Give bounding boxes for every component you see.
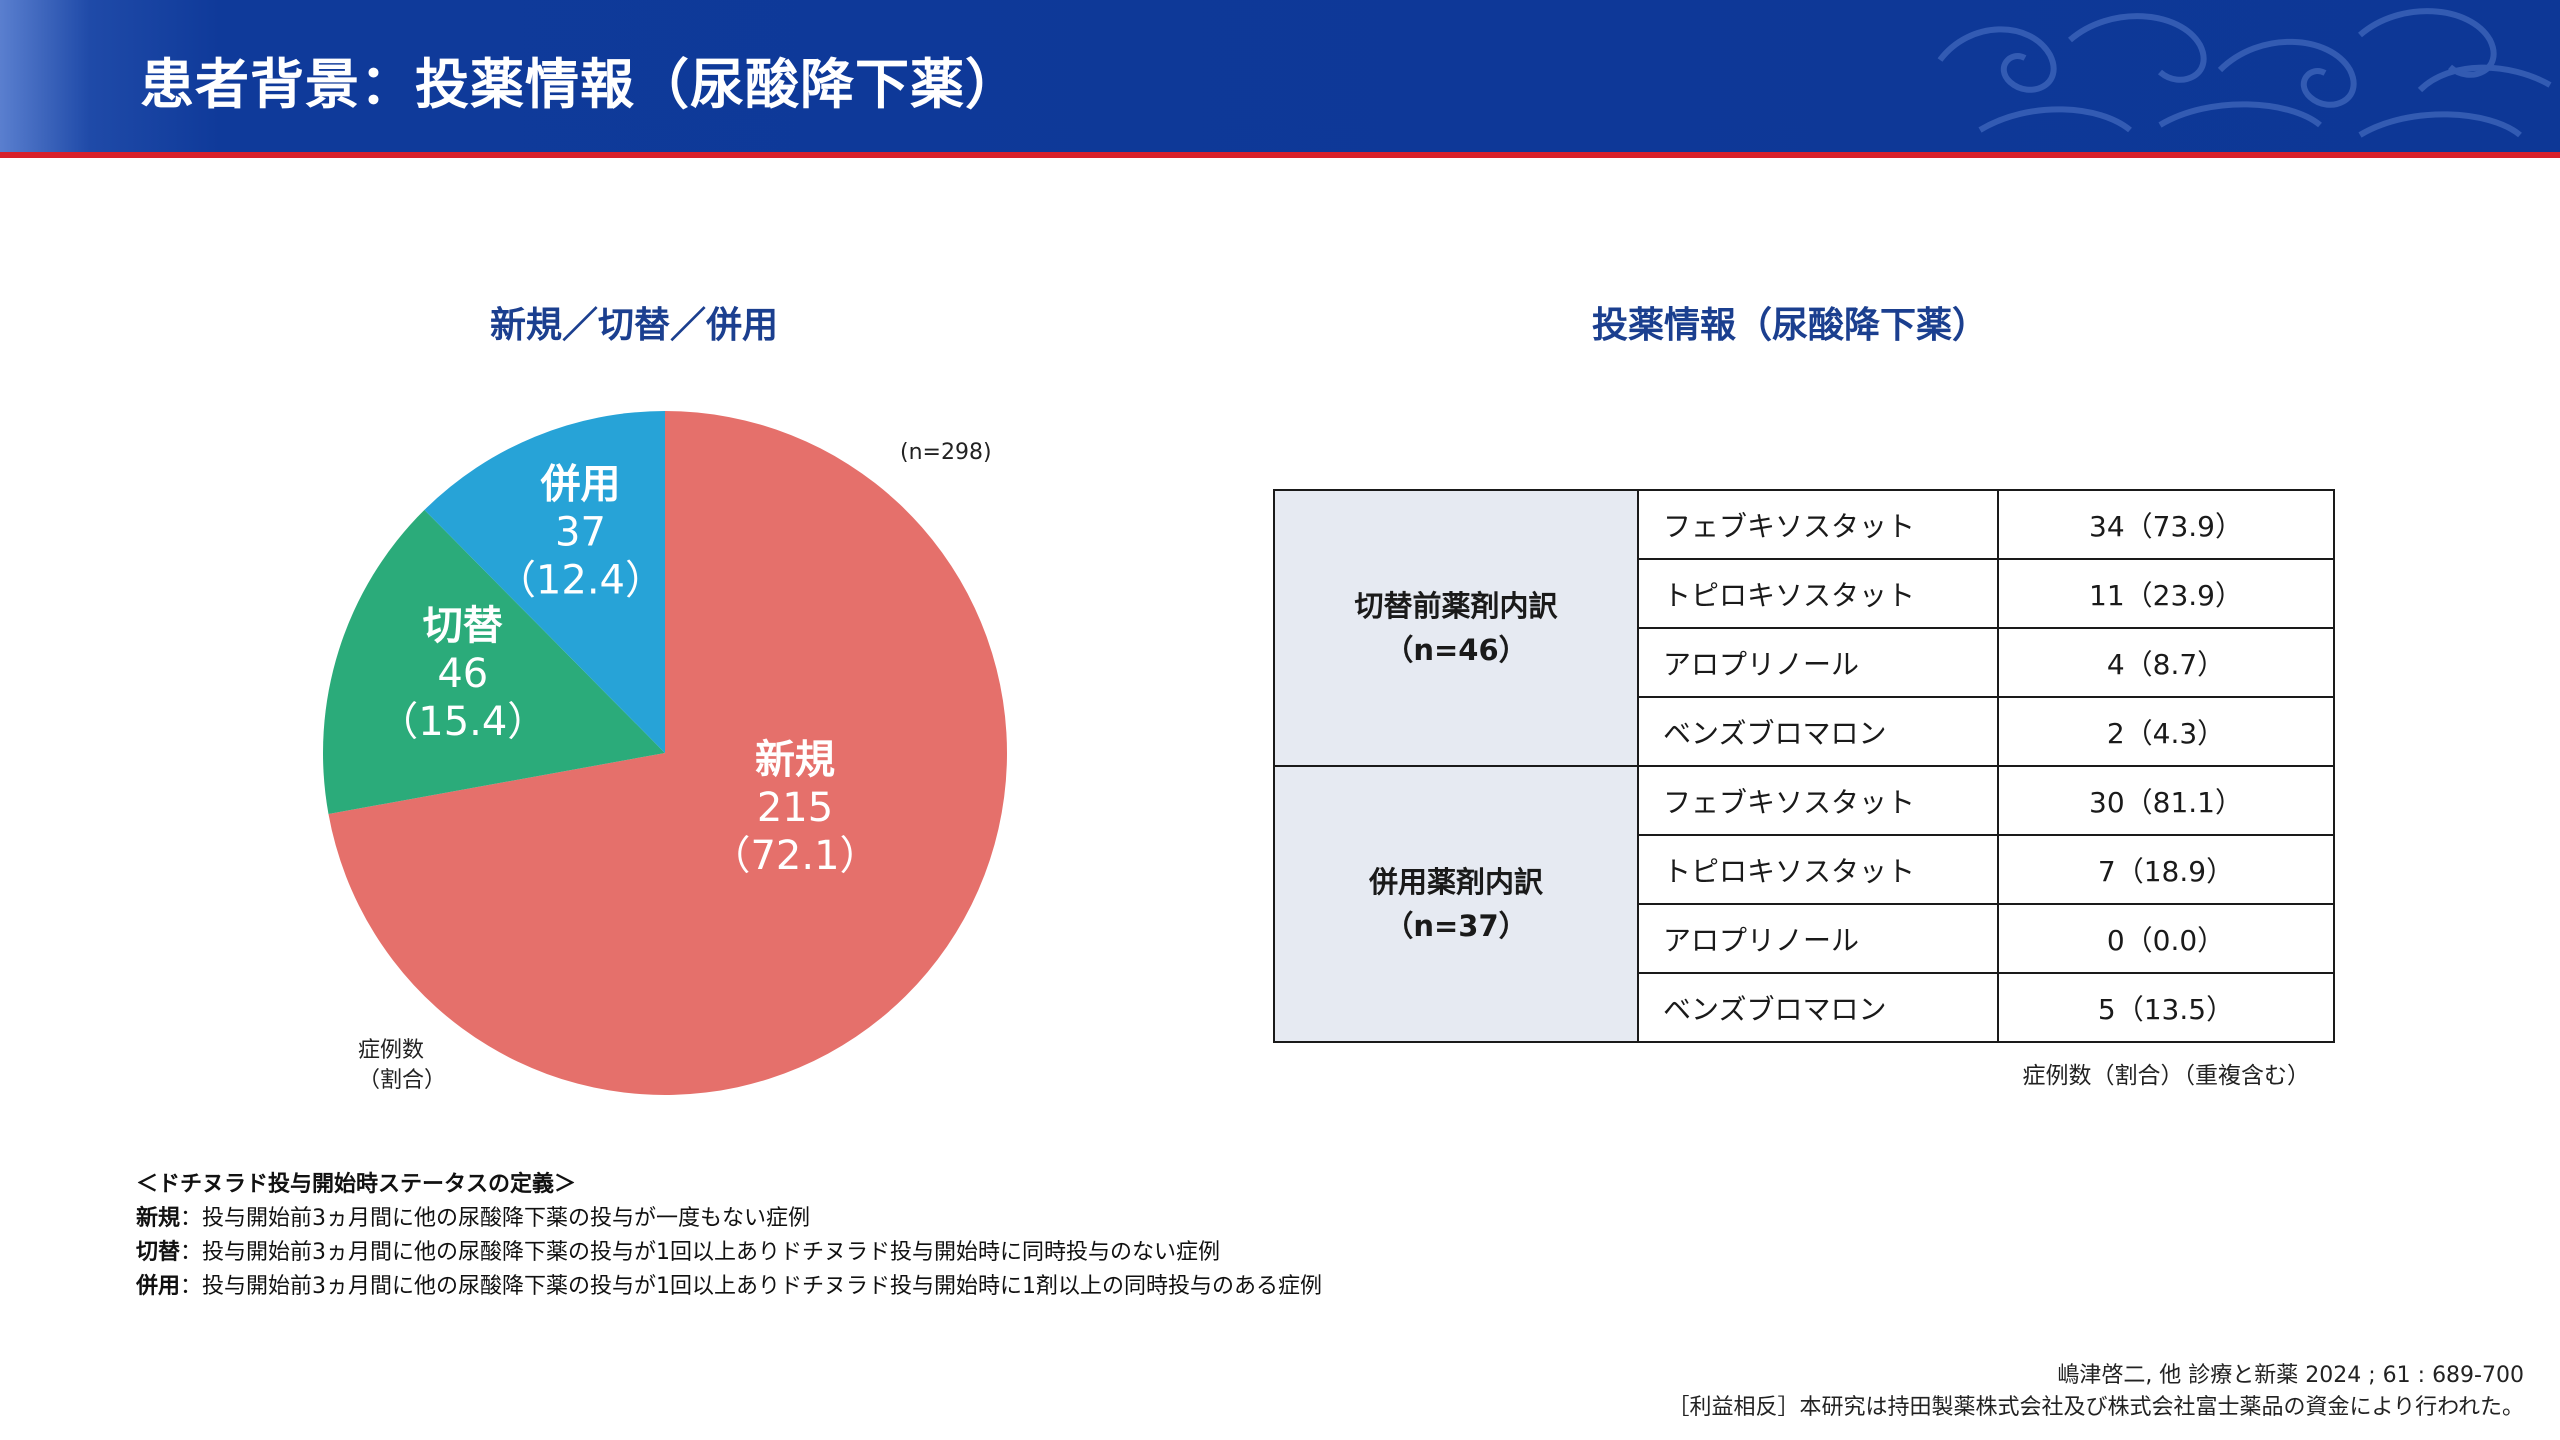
pie-slice-new (328, 411, 1008, 1095)
table-row: ベンズブロマロン 5（13.5） (1274, 972, 2335, 1043)
drug-name: アロプリノール (1637, 903, 1999, 974)
definition-item: 切替：投与開始前3ヵ月間に他の尿酸降下薬の投与が1回以上ありドチヌラド投与開始時… (136, 1236, 1322, 1270)
slice-label-percent: （15.4） (378, 699, 547, 745)
drug-name: ベンズブロマロン (1637, 696, 1999, 767)
slice-label-count: 46 (437, 651, 488, 697)
table-row: ベンズブロマロン 2（4.3） (1274, 696, 2335, 767)
table-row: 切替前薬剤内訳 （n=46） フェブキソスタット 34（73.9） (1273, 489, 2335, 767)
table-row: アロプリノール 4（8.7） (1274, 627, 2335, 698)
group-n: （n=37） (1384, 909, 1528, 943)
pie-caption-line-2: （割合） (358, 1068, 447, 1093)
table-row: トピロキソスタット 7（18.9） (1274, 834, 2335, 905)
pie-caption-line-1: 症例数 (358, 1038, 425, 1063)
pie-slice-combo (424, 411, 665, 753)
definitions: ＜ドチヌラド投与開始時ステータスの定義＞ 新規：投与開始前3ヵ月間に他の尿酸降下… (136, 1168, 1322, 1304)
table-row: アロプリノール 0（0.0） (1274, 903, 2335, 974)
group-n: （n=46） (1384, 633, 1528, 667)
drug-value: 0（0.0） (1997, 903, 2335, 974)
drug-name: フェブキソスタット (1637, 765, 1999, 836)
conflict-of-interest: ［利益相反］本研究は持田製薬株式会社及び株式会社富士薬品の資金により行われた。 (1667, 1395, 2524, 1420)
drug-distribution-table: 切替前薬剤内訳 （n=46） フェブキソスタット 34（73.9） トピロキソス… (1273, 489, 2335, 1043)
pie-chart: 新規 215 （72.1） 切替 46 （15.4） 併用 37 （12.4） (320, 408, 1020, 1112)
slice-label-name: 切替 (423, 603, 503, 649)
definition-item: 新規：投与開始前3ヵ月間に他の尿酸降下薬の投与が一度もない症例 (136, 1202, 1322, 1236)
page-title: 患者背景：投薬情報（尿酸降下薬） (140, 53, 1020, 116)
citation: 嶋津啓二, 他 診療と新薬 2024 ; 61 : 689-700 (2057, 1363, 2524, 1388)
drug-name: ベンズブロマロン (1637, 972, 1999, 1043)
pie-section-title: 新規／切替／併用 (490, 305, 779, 346)
group-label: 併用薬剤内訳 (1368, 865, 1543, 899)
drug-value: 2（4.3） (1997, 696, 2335, 767)
definition-text: ：投与開始前3ヵ月間に他の尿酸降下薬の投与が1回以上ありドチヌラド投与開始時に1… (180, 1274, 1323, 1299)
pie-n-total: (n=298) (900, 440, 992, 465)
table-row: トピロキソスタット 11（23.9） (1274, 558, 2335, 629)
drug-name: トピロキソスタット (1637, 558, 1999, 629)
header-underline (0, 152, 2560, 158)
drug-value: 34（73.9） (1997, 489, 2335, 560)
definition-item: 併用：投与開始前3ヵ月間に他の尿酸降下薬の投与が1回以上ありドチヌラド投与開始時… (136, 1270, 1322, 1304)
drug-name: フェブキソスタット (1637, 489, 1999, 560)
drug-value: 11（23.9） (1997, 558, 2335, 629)
slice-label-name: 併用 (539, 461, 620, 507)
definition-term: 併用 (136, 1274, 181, 1299)
table-note: 症例数（割合）（重複含む） (2022, 1063, 2311, 1089)
definition-text: ：投与開始前3ヵ月間に他の尿酸降下薬の投与が1回以上ありドチヌラド投与開始時に同… (180, 1240, 1221, 1265)
pie-caption: 症例数 （割合） (358, 1036, 446, 1096)
wave-decoration (1937, 8, 2552, 138)
definitions-title: ＜ドチヌラド投与開始時ステータスの定義＞ (136, 1172, 577, 1197)
definition-text: ：投与開始前3ヵ月間に他の尿酸降下薬の投与が一度もない症例 (180, 1206, 811, 1231)
definition-term: 切替 (136, 1240, 181, 1265)
references: 嶋津啓二, 他 診療と新薬 2024 ; 61 : 689-700 ［利益相反］… (1668, 1360, 2524, 1424)
drug-value: 5（13.5） (1997, 972, 2335, 1043)
group-cell-switch: 切替前薬剤内訳 （n=46） (1273, 489, 1639, 767)
slice-label-percent: （72.1） (710, 833, 879, 879)
table-row: 併用薬剤内訳 （n=37） フェブキソスタット 30（81.1） (1273, 765, 2335, 1043)
slice-label-percent: （12.4） (496, 557, 665, 603)
definition-term: 新規 (136, 1206, 181, 1231)
drug-value: 4（8.7） (1997, 627, 2335, 698)
group-label: 切替前薬剤内訳 (1354, 589, 1558, 623)
drug-name: トピロキソスタット (1637, 834, 1999, 905)
slice-label-count: 215 (757, 785, 833, 831)
drug-value: 30（81.1） (1997, 765, 2335, 836)
header-bar: 患者背景：投薬情報（尿酸降下薬） (0, 0, 2560, 152)
group-cell-combo: 併用薬剤内訳 （n=37） (1273, 765, 1639, 1043)
slice-label-name: 新規 (755, 737, 835, 783)
drug-name: アロプリノール (1637, 627, 1999, 698)
slice-label-count: 37 (555, 509, 606, 555)
pie-slice-switch (323, 509, 665, 814)
table-section-title: 投薬情報（尿酸降下薬） (1592, 305, 1989, 346)
drug-value: 7（18.9） (1997, 834, 2335, 905)
